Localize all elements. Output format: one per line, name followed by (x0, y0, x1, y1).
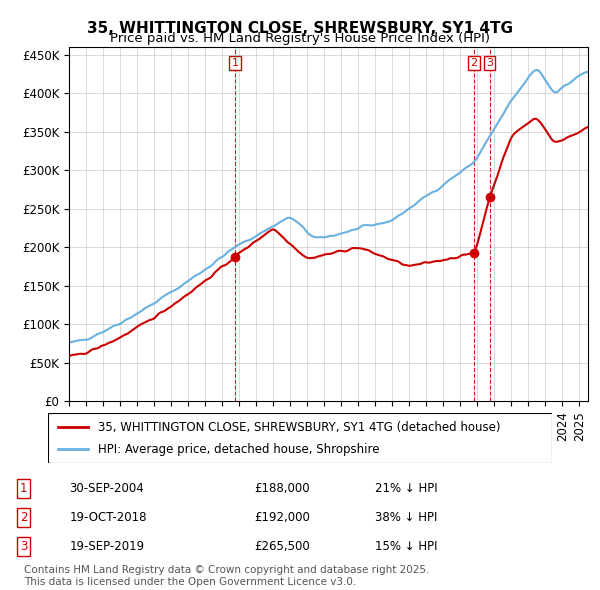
Text: 2: 2 (20, 511, 27, 525)
Text: 2: 2 (470, 58, 478, 68)
Text: 19-SEP-2019: 19-SEP-2019 (70, 540, 145, 553)
Text: 1: 1 (232, 58, 238, 68)
Text: 35, WHITTINGTON CLOSE, SHREWSBURY, SY1 4TG: 35, WHITTINGTON CLOSE, SHREWSBURY, SY1 4… (87, 21, 513, 35)
FancyBboxPatch shape (48, 413, 552, 463)
Text: 15% ↓ HPI: 15% ↓ HPI (375, 540, 437, 553)
Text: 19-OCT-2018: 19-OCT-2018 (70, 511, 147, 525)
Text: Contains HM Land Registry data © Crown copyright and database right 2025.
This d: Contains HM Land Registry data © Crown c… (24, 565, 430, 587)
Text: Price paid vs. HM Land Registry's House Price Index (HPI): Price paid vs. HM Land Registry's House … (110, 32, 490, 45)
Text: 35, WHITTINGTON CLOSE, SHREWSBURY, SY1 4TG (detached house): 35, WHITTINGTON CLOSE, SHREWSBURY, SY1 4… (98, 421, 501, 434)
Text: 30-SEP-2004: 30-SEP-2004 (70, 482, 145, 495)
Text: 21% ↓ HPI: 21% ↓ HPI (375, 482, 437, 495)
Text: £265,500: £265,500 (254, 540, 310, 553)
Text: 3: 3 (20, 540, 27, 553)
Text: 38% ↓ HPI: 38% ↓ HPI (375, 511, 437, 525)
Text: 1: 1 (20, 482, 27, 495)
Text: HPI: Average price, detached house, Shropshire: HPI: Average price, detached house, Shro… (98, 442, 380, 455)
Text: £188,000: £188,000 (254, 482, 310, 495)
Text: £192,000: £192,000 (254, 511, 310, 525)
Text: 3: 3 (486, 58, 493, 68)
